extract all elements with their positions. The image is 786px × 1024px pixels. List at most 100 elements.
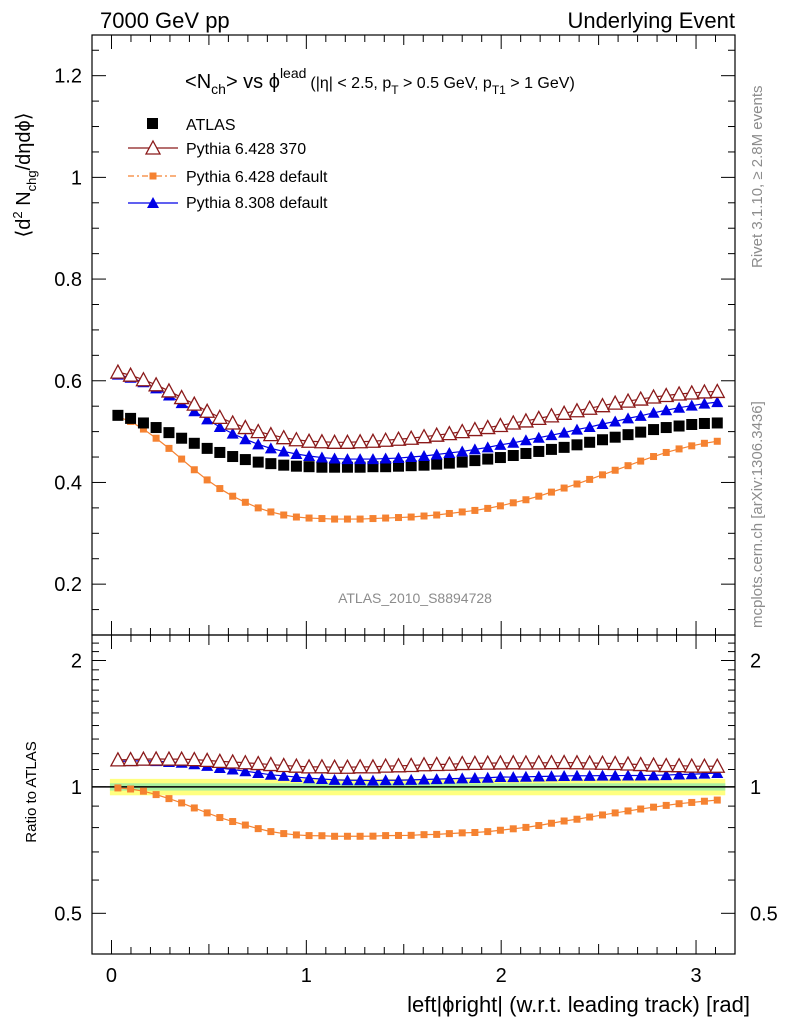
ratio-point-pythia-6-428-370 [135,750,152,766]
ratio-point-pythia-8-308-default [430,773,443,785]
y-tick-label-ratio: 0.5 [54,903,82,925]
ratio-point-pythia-6-428-default [343,832,351,840]
plot-title-cut-a: (|η| < 2.5, p [310,75,391,92]
ratio-point-pythia-6-428-370 [428,756,445,772]
data-point-pythia-6-428-370 [492,417,509,433]
data-point-pythia-6-428-default [254,504,262,512]
data-point-pythia-8-308-default [673,401,686,413]
data-point-atlas [686,418,698,430]
ratio-point-pythia-6-428-370 [109,751,127,767]
data-point-pythia-6-428-default [318,515,326,523]
y-tick-label-ratio: 1 [71,777,82,799]
ratio-point-pythia-8-308-default [583,769,596,781]
data-point-pythia-8-308-default [239,433,252,445]
ratio-point-pythia-6-428-370 [390,757,407,773]
ratio-point-pythia-8-308-default [519,770,532,782]
data-point-pythia-6-428-default [152,434,160,442]
main-plot-series [109,363,726,523]
ratio-uncertainty-band [92,778,735,796]
ratio-point-pythia-6-428-default [713,796,721,804]
ratio-point-pythia-8-308-default [392,774,405,786]
ratio-point-pythia-8-308-default [405,773,418,785]
ratio-point-pythia-8-308-default [481,771,494,783]
ratio-point-pythia-6-428-default [433,830,441,838]
ratio-point-pythia-6-428-370 [148,750,165,766]
data-point-pythia-6-428-370 [428,426,445,442]
ratio-point-pythia-6-428-default [382,832,390,840]
data-point-pythia-6-428-default [586,475,594,483]
side-label-mcplots: mcplots.cern.ch [arXiv:1306.3436] [749,401,766,628]
data-point-pythia-6-428-370 [619,392,637,408]
plot-title-sub: ch [211,81,226,97]
data-point-pythia-6-428-default [407,513,415,521]
ratio-point-pythia-6-428-370 [543,754,560,770]
ratio-point-pythia-6-428-370 [339,758,356,774]
data-point-pythia-8-308-default [558,426,571,438]
plot-title-sup: lead [280,65,306,81]
data-point-pythia-6-428-370 [339,433,356,449]
data-point-pythia-8-308-default [226,427,239,439]
ratio-point-pythia-8-308-default [494,771,507,783]
plot-title: <Nch> vs ϕlead(|η| < 2.5, pT > 0.5 GeV, … [185,65,575,97]
data-point-pythia-8-308-default [354,453,367,465]
data-point-pythia-6-428-default [292,513,300,521]
ratio-point-pythia-6-428-default [471,828,479,836]
data-point-atlas [456,456,468,468]
data-point-atlas [252,456,264,468]
data-point-pythia-6-428-370 [658,387,675,403]
legend-label-atlas: ATLAS [186,117,236,134]
data-point-atlas [201,442,213,454]
data-point-pythia-6-428-370 [415,428,433,444]
ratio-point-pythia-8-308-default [277,769,290,781]
data-point-atlas [265,458,277,470]
x-tick-label: 1 [301,965,312,987]
ratio-point-pythia-6-428-370 [313,758,331,774]
y-tick-label-main: 0.6 [54,371,82,393]
data-point-pythia-6-428-370 [364,432,382,448]
data-point-atlas [648,424,660,436]
data-point-pythia-6-428-370 [505,414,522,430]
ratio-point-pythia-6-428-370 [568,754,586,770]
data-point-pythia-8-308-default [430,448,443,460]
y-axis-label-sub: chg [24,170,39,191]
ratio-point-pythia-8-308-default [558,769,571,781]
data-point-pythia-6-428-370 [160,382,178,398]
data-point-pythia-6-428-370 [288,431,305,447]
data-point-pythia-6-428-default [535,492,543,500]
ratio-point-pythia-6-428-default [305,832,313,840]
data-point-atlas [176,432,188,444]
ratio-point-pythia-6-428-370 [122,751,139,767]
data-point-pythia-6-428-370 [352,433,369,449]
ratio-point-pythia-6-428-370 [479,754,496,770]
ratio-point-pythia-6-428-default [445,830,453,838]
data-point-pythia-8-308-default [213,421,226,433]
data-point-atlas [227,451,239,463]
data-point-pythia-8-308-default [405,451,418,463]
data-point-pythia-8-308-default [252,438,265,450]
y-axis-label-ratio: Ratio to ATLAS [23,741,40,842]
data-point-pythia-6-428-370 [696,383,713,399]
data-point-atlas [545,443,557,455]
data-point-pythia-8-308-default [456,445,469,457]
data-point-pythia-8-308-default [634,409,647,421]
data-point-pythia-6-428-default [509,499,517,507]
data-point-pythia-6-428-370 [122,366,139,382]
data-point-pythia-6-428-default [471,506,479,514]
data-point-pythia-6-428-default [178,455,186,463]
data-point-pythia-6-428-370 [275,429,292,445]
data-point-pythia-8-308-default [609,415,622,427]
ratio-point-pythia-6-428-370 [658,757,675,773]
data-point-pythia-8-308-default [481,441,494,453]
data-point-pythia-6-428-default [650,453,658,461]
data-point-pythia-6-428-370 [441,425,458,441]
ratio-point-pythia-6-428-370 [645,756,662,772]
legend-label-pythia6-370: Pythia 6.428 370 [186,141,306,158]
data-point-pythia-6-428-default [522,496,530,504]
data-point-pythia-6-428-370 [543,407,560,423]
ratio-point-pythia-6-428-370 [250,755,267,771]
ratio-point-pythia-6-428-default [152,791,160,799]
ratio-point-pythia-6-428-default [535,822,543,830]
data-point-pythia-8-308-default [290,447,303,459]
data-point-pythia-8-308-default [201,413,214,425]
ratio-point-pythia-8-308-default [634,769,647,781]
